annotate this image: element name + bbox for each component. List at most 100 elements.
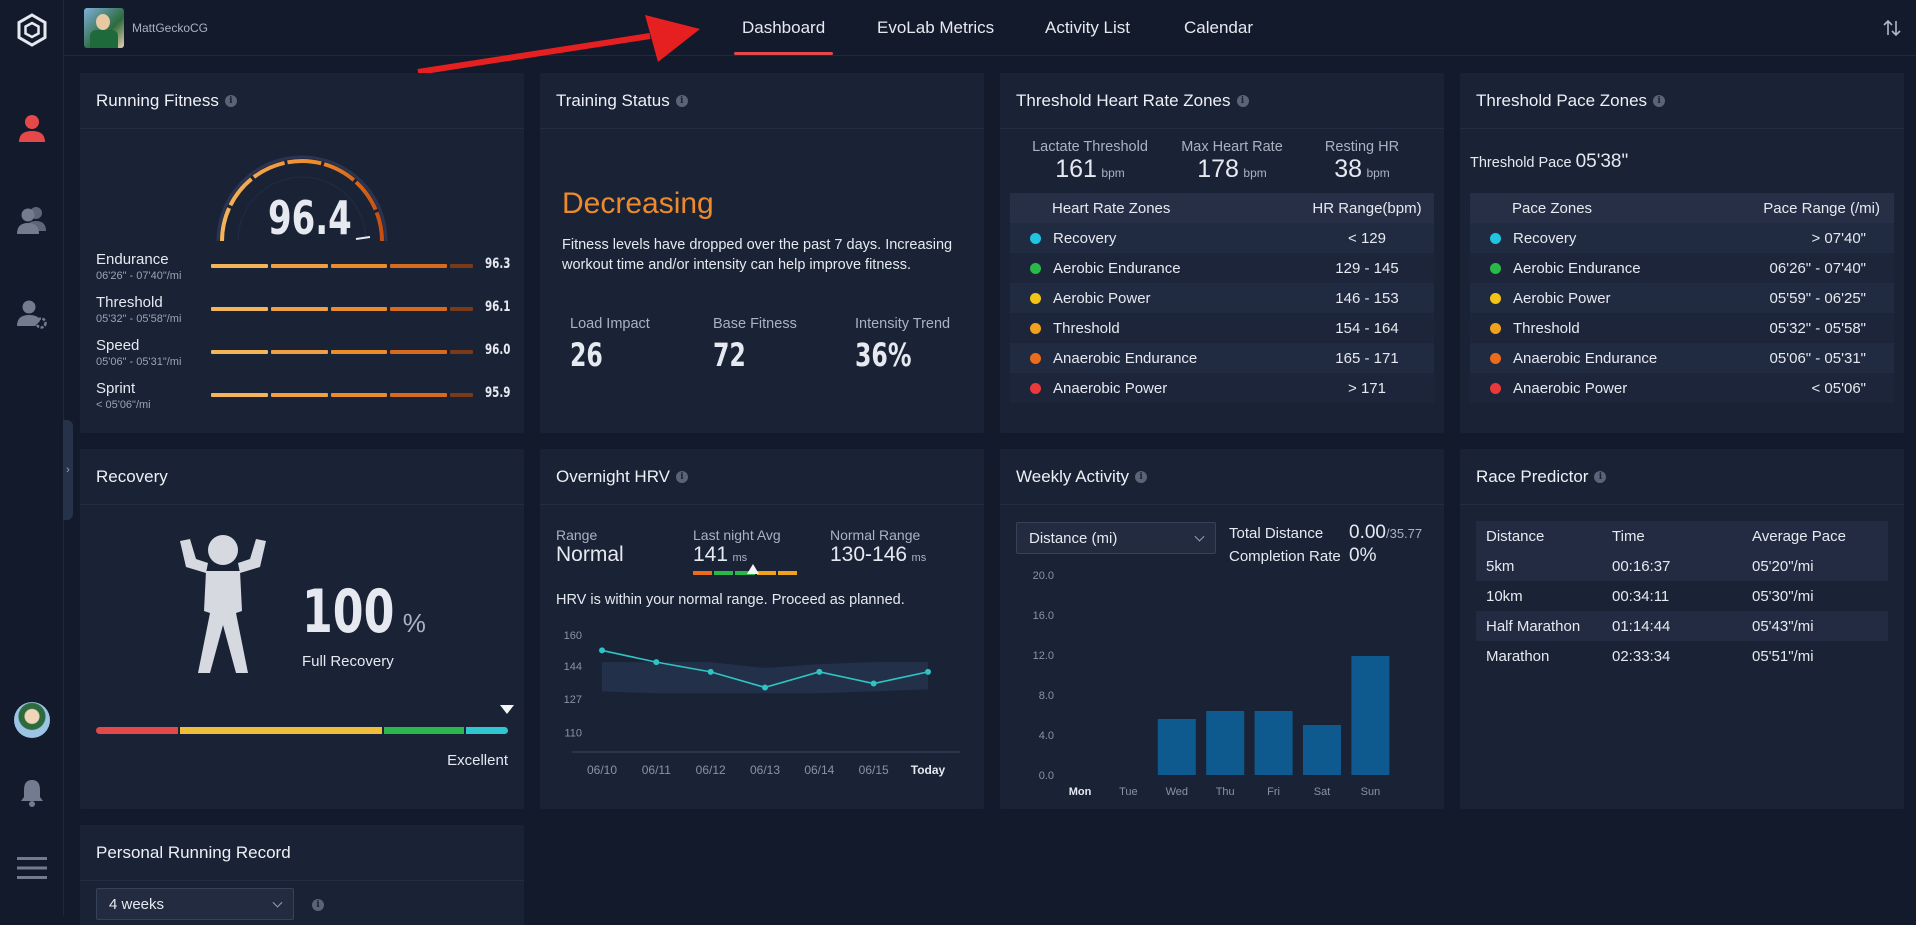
hrv-point[interactable] [816,668,823,675]
metric-select[interactable]: Distance (mi) [1016,522,1216,554]
hrv-point[interactable] [599,647,605,654]
info-icon[interactable]: i [1236,94,1249,107]
zone-dot-icon [1490,322,1501,334]
summary-value: 38 [1334,155,1362,183]
summary-unit: bpm [1101,166,1125,180]
race-predictor-card: Race Predictor i Distance Time Average Pa… [1460,449,1904,809]
zone-name: Anaerobic Power [1053,379,1168,397]
card-title: Personal Running Record [96,842,291,862]
hrv-point[interactable] [707,668,714,675]
recovery-level: Excellent [447,752,508,769]
hrv-point[interactable] [925,668,931,675]
hrv-point[interactable] [653,659,660,666]
zone-range: 129 - 145 [1335,259,1399,277]
menu-icon[interactable] [12,848,52,888]
activity-bar[interactable] [1206,711,1245,775]
sidebar [0,0,64,916]
activity-bar[interactable] [1303,725,1341,775]
training-status-value: Decreasing [562,187,714,220]
activity-bar[interactable] [1351,656,1390,775]
metric-label: Intensity Trend [855,316,951,332]
bell-icon[interactable] [12,772,52,812]
race-predictor-table: Distance Time Average Pace 5km 00:16:37 05… [1476,521,1888,671]
activity-bar[interactable] [1254,711,1293,775]
row-value: 95.9 [485,385,511,401]
column-header: Distance [1486,527,1545,545]
info-icon[interactable]: i [1653,94,1666,107]
y-tick-label: 16.0 [1033,610,1054,622]
x-tick-label: 06/12 [696,763,726,777]
period-select-value: 4 weeks [109,895,165,913]
zone-range: 05'06" - 05'31" [1769,349,1866,367]
card-header: Threshold Pace Zones i [1460,73,1904,129]
hrv-point[interactable] [762,684,768,691]
recovery-card: Recovery 100% Full Recovery Excellent [80,449,524,809]
zone-name: Aerobic Endurance [1513,259,1641,277]
table-cell: 00:34:11 [1612,587,1670,605]
card-title: Race Predictor [1476,466,1589,486]
info-icon[interactable]: i [1135,470,1148,483]
hrv-point[interactable] [870,680,877,687]
zone-range: 05'59" - 06'25" [1769,289,1866,307]
info-icon[interactable]: i [676,470,689,483]
training-status-description: Fitness levels have dropped over the pas… [562,237,953,273]
summary-label: Lactate Threshold [1032,139,1148,155]
running-fitness-card: Running Fitness i 96.4 Endurance 06'26" -… [80,73,524,433]
table-header: Pace Zones Pace Range (/mi) [1470,193,1894,223]
column-header: HR Range(bpm) [1312,199,1422,217]
row-label: Speed [96,337,140,354]
card-header: Weekly Activity i [1000,449,1444,505]
tab-activity-list[interactable]: Activity List [1045,18,1131,37]
period-select[interactable]: 4 weeks [96,888,294,920]
hrv-normal-value: 130-146 [830,543,908,566]
username[interactable]: MattGeckoCG [132,21,209,35]
app-logo-icon[interactable] [14,12,50,48]
summary-label: Resting HR [1324,139,1400,155]
chevron-down-icon [1194,531,1205,542]
zone-dot-icon [1490,352,1501,364]
zone-row: Threshold 154 - 164 [1010,313,1434,343]
row-label: Threshold [96,294,163,311]
profile-avatar[interactable] [84,8,124,48]
sidebar-expand-handle[interactable]: › [63,420,73,520]
zone-dot-icon [1490,382,1501,394]
tab-evolab-metrics[interactable]: EvoLab Metrics [877,18,995,37]
friends-icon[interactable] [12,200,52,240]
x-tick-label: 06/10 [587,763,617,777]
zone-row: Aerobic Power 05'59" - 06'25" [1470,283,1894,313]
threshold-pace: Threshold Pace 05'38" [1470,151,1628,173]
info-icon[interactable]: i [1594,470,1607,483]
profile-icon[interactable] [12,108,52,148]
tab-calendar[interactable]: Calendar [1184,18,1253,37]
metric-value: 36% [855,336,912,374]
pace-zones-table: Pace Zones Pace Range (/mi) Recovery > 07'… [1470,193,1894,403]
metric-label: Base Fitness [713,316,797,332]
recovery-bar [96,727,508,734]
hrv-range-bar [693,564,798,575]
column-header: Time [1612,527,1645,545]
fitness-bar [211,264,473,268]
x-tick-label: Wed [1166,786,1188,798]
user-settings-icon[interactable] [12,294,52,334]
zone-range: < 129 [1348,229,1386,247]
tab-dashboard[interactable]: Dashboard [733,0,834,56]
hrv-range-label: Range [556,527,598,543]
hrv-normal-range: Normal Range 130-146 ms [830,527,926,567]
column-header: Average Pace [1752,527,1846,545]
hrv-line-chart: 110 127 144 160 06/10 06/11 06/12 06/13 06/14 06/… [564,630,960,777]
hrv-normal-unit: ms [911,552,927,564]
user-avatar[interactable] [12,700,52,740]
card-header: Training Status i [540,73,984,129]
fitness-row-threshold: Threshold 05'32" - 05'58"/mi 96.1 [96,294,516,334]
info-icon[interactable]: i [675,94,688,107]
card-header: Threshold Heart Rate Zones i [1000,73,1444,129]
sort-icon[interactable] [1882,18,1902,38]
info-icon[interactable]: i [312,899,324,911]
y-tick-label: 8.0 [1039,690,1054,702]
activity-bar[interactable] [1157,719,1196,775]
zone-name: Recovery [1053,229,1117,247]
zone-name: Aerobic Power [1513,289,1611,307]
hrv-normal-label: Normal Range [830,527,921,543]
zone-name: Threshold [1513,319,1580,337]
info-icon[interactable]: i [224,94,237,107]
